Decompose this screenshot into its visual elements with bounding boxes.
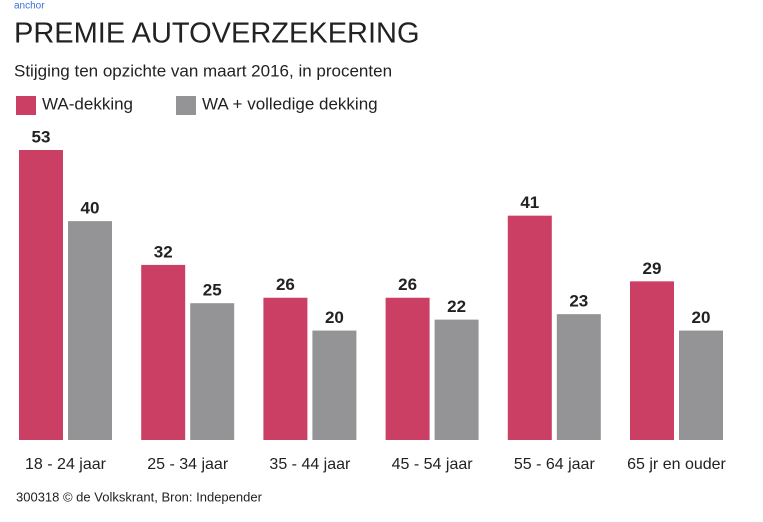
bar xyxy=(263,297,308,440)
legend-label: WA-dekking xyxy=(42,94,133,113)
x-tick-label: 35 - 44 jaar xyxy=(269,456,351,473)
bar xyxy=(630,281,674,440)
value-label: 26 xyxy=(398,275,417,294)
value-label: 41 xyxy=(520,193,539,212)
value-label: 20 xyxy=(692,308,711,327)
value-label: 20 xyxy=(325,308,344,327)
bar xyxy=(434,319,479,440)
x-tick-label: 18 - 24 jaar xyxy=(25,456,107,473)
value-label: 40 xyxy=(81,199,100,218)
bar xyxy=(190,303,235,440)
bar xyxy=(141,264,186,440)
x-tick-label: 25 - 34 jaar xyxy=(147,456,229,473)
bar xyxy=(385,297,430,440)
bar xyxy=(312,330,357,440)
bar xyxy=(556,314,601,440)
bar xyxy=(679,330,723,440)
footer: 300318 © de Volkskrant, Bron: Independer xyxy=(16,489,263,504)
value-label: 25 xyxy=(203,281,222,300)
x-tick-label: 45 - 54 jaar xyxy=(392,456,474,473)
broken-anchor: anchor xyxy=(14,1,45,12)
bar xyxy=(19,150,63,440)
value-label: 32 xyxy=(154,242,173,261)
value-label: 29 xyxy=(643,259,662,278)
legend-swatch xyxy=(176,96,196,115)
value-label: 22 xyxy=(447,297,466,316)
bar xyxy=(507,215,552,440)
legend-swatch xyxy=(16,96,36,115)
value-label: 53 xyxy=(32,127,51,146)
value-label: 23 xyxy=(569,292,588,311)
legend-label: WA + volledige dekking xyxy=(202,94,378,113)
x-tick-label: 55 - 64 jaar xyxy=(514,456,596,473)
chart-title: PREMIE AUTOVERZEKERING xyxy=(14,18,420,50)
chart-subtitle: Stijging ten opzichte van maart 2016, in… xyxy=(14,61,392,80)
x-tick-label: 65 jr en ouder xyxy=(627,456,726,473)
value-label: 26 xyxy=(276,275,295,294)
bar xyxy=(68,221,112,440)
